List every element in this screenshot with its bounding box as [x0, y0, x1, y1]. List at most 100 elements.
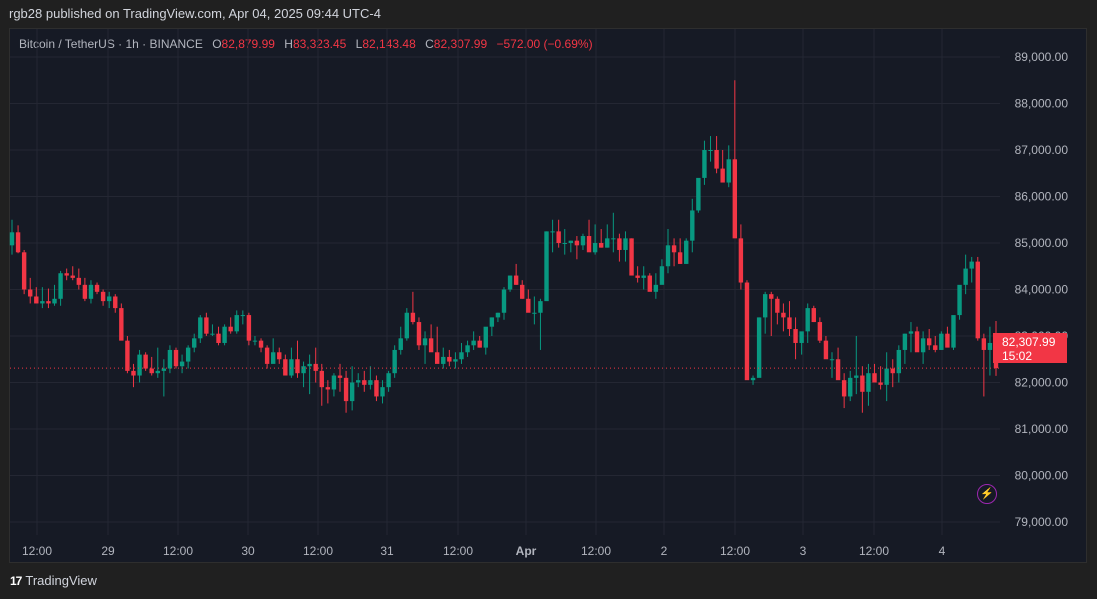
candle-body — [404, 312, 410, 339]
price-axis-label: 88,000.00 — [1015, 97, 1069, 111]
time-axis-label: 12:00 — [720, 544, 750, 558]
candle-body — [854, 375, 859, 378]
candle-body — [453, 359, 458, 362]
candle-body — [544, 231, 549, 302]
time-axis-label: 4 — [939, 544, 946, 558]
candle-body — [76, 277, 82, 285]
candle-body — [732, 159, 738, 239]
candle-body — [495, 312, 501, 318]
candle-body — [258, 340, 264, 348]
candle-body — [307, 363, 312, 367]
candle-body — [908, 331, 914, 334]
candle-body — [975, 261, 980, 339]
open-label: O — [212, 37, 222, 51]
candle-body — [848, 377, 853, 397]
candle-body — [538, 301, 543, 313]
candle-body — [866, 373, 871, 392]
brand-name: TradingView — [25, 573, 97, 588]
symbol-label[interactable]: Bitcoin / TetherUS · 1h · BINANCE — [19, 37, 203, 51]
candle-body — [264, 347, 270, 364]
candle-body — [46, 301, 51, 304]
candle-body — [447, 356, 452, 362]
tradingview-logo-icon: 17 — [10, 573, 22, 588]
candle-body — [665, 245, 671, 267]
candle-body — [805, 308, 810, 332]
candle-body — [246, 315, 252, 341]
price-axis-label: 85,000.00 — [1015, 236, 1069, 250]
candle-body — [896, 349, 902, 374]
candle-body — [769, 294, 774, 299]
candle-body — [216, 333, 221, 343]
candle-body — [137, 354, 142, 376]
candle-body — [185, 347, 191, 362]
candle-body — [987, 342, 993, 350]
time-axis-label: 12:00 — [303, 544, 333, 558]
candle-body — [9, 232, 15, 246]
time-axis-label: 12:00 — [443, 544, 473, 558]
candle-body — [623, 238, 628, 250]
lightning-icon[interactable]: ⚡ — [977, 484, 997, 504]
footer-brand: 17 TradingView — [10, 573, 97, 588]
candle-body — [471, 340, 476, 346]
candle-body — [878, 382, 883, 385]
candle-body — [507, 275, 513, 290]
close-value: 82,307.99 — [433, 37, 488, 51]
candle-body — [562, 243, 567, 244]
candle-body — [550, 231, 555, 233]
time-axis-label: 30 — [241, 544, 255, 558]
candle-body — [933, 345, 938, 350]
candle-body — [173, 349, 179, 367]
candle-body — [513, 275, 519, 285]
time-axis-label: Apr — [516, 544, 537, 558]
candle-body — [920, 338, 926, 353]
candle-body — [714, 150, 719, 169]
candle-body — [356, 380, 361, 383]
candle-body — [380, 387, 385, 397]
candle-body — [125, 340, 130, 371]
candle-body — [337, 375, 343, 378]
low-label: L — [355, 37, 363, 51]
candle-body — [192, 338, 197, 348]
candle-body — [520, 284, 525, 299]
candle-body — [762, 294, 768, 318]
candle-body — [902, 333, 908, 350]
candle-body — [914, 331, 920, 353]
candle-body — [143, 354, 148, 369]
high-label: H — [284, 37, 293, 51]
close-label: C — [425, 37, 434, 51]
candle-body — [744, 282, 750, 381]
candle-body — [368, 380, 373, 385]
candle-body — [204, 317, 209, 334]
candle-body — [726, 159, 731, 183]
time-axis-label: 31 — [380, 544, 394, 558]
candle-body — [15, 232, 21, 253]
candle-body — [787, 317, 792, 330]
candle-body — [301, 366, 306, 374]
published-caption: rgb28 published on TradingView.com, Apr … — [9, 6, 381, 21]
price-axis-label: 89,000.00 — [1015, 50, 1069, 64]
candle-body — [277, 352, 282, 360]
candle-body — [483, 326, 488, 348]
candle-body — [750, 377, 756, 381]
candle-body — [756, 317, 762, 378]
candle-body — [28, 289, 33, 297]
candle-body — [641, 275, 646, 278]
candle-body — [598, 243, 604, 248]
candle-body — [884, 368, 889, 385]
candle-body — [343, 377, 349, 402]
candle-body — [957, 284, 962, 316]
time-axis-label: 12:00 — [22, 544, 52, 558]
candle-body — [738, 238, 744, 283]
candle-body — [653, 284, 659, 292]
candle-body — [696, 177, 701, 211]
candle-body — [817, 322, 823, 341]
candle-body — [829, 359, 835, 361]
price-axis-label: 86,000.00 — [1015, 190, 1069, 204]
candle-body — [349, 382, 355, 402]
candle-body — [295, 359, 300, 374]
candle-body — [313, 363, 318, 371]
candle-body — [945, 333, 950, 348]
candle-body — [501, 289, 507, 313]
candle-body — [677, 252, 683, 264]
